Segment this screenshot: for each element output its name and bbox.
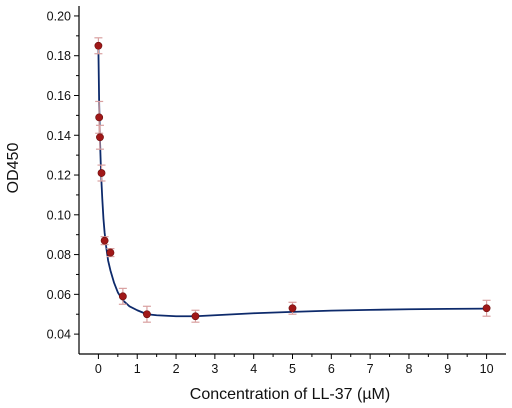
x-tick-label: 5	[289, 362, 296, 376]
fit-curve-group	[98, 50, 486, 316]
y-tick-label: 0.20	[47, 9, 71, 23]
x-axis-title: Concentration of LL-37 (µM)	[190, 386, 390, 403]
x-tick-label: 8	[405, 362, 412, 376]
x-tick-label: 2	[173, 362, 180, 376]
x-tick-label: 4	[250, 362, 257, 376]
data-point	[107, 249, 114, 256]
y-tick-label: 0.08	[47, 248, 71, 262]
x-tick-label: 1	[134, 362, 141, 376]
data-point	[483, 305, 490, 312]
data-point	[143, 311, 150, 318]
x-tick-label: 3	[211, 362, 218, 376]
axes: 0.04 0.06 0.08 0.10 0.12 0.14 0.16 0.18 0.20 0 1 2 3…	[47, 6, 506, 376]
y-tick-label: 0.10	[47, 208, 71, 222]
data-points-group	[94, 38, 490, 322]
y-tick-label: 0.14	[47, 129, 71, 143]
x-tick-label: 7	[367, 362, 374, 376]
fit-curve-line	[98, 50, 486, 316]
data-point	[101, 237, 108, 244]
y-tick-label: 0.18	[47, 49, 71, 63]
y-tick-label: 0.04	[47, 328, 71, 342]
x-tick-label: 6	[328, 362, 335, 376]
x-tick-label: 10	[480, 362, 494, 376]
y-tick-label: 0.12	[47, 169, 71, 183]
x-tick-label: 0	[95, 362, 102, 376]
data-point	[192, 313, 199, 320]
y-tick-label: 0.06	[47, 288, 71, 302]
y-axis-title: OD450	[5, 143, 22, 194]
data-point	[96, 114, 103, 121]
data-point	[95, 42, 102, 49]
x-tick-label: 9	[444, 362, 451, 376]
data-point	[289, 305, 296, 312]
data-point	[98, 169, 105, 176]
data-point	[96, 134, 103, 141]
y-tick-label: 0.16	[47, 89, 71, 103]
data-point	[119, 293, 126, 300]
